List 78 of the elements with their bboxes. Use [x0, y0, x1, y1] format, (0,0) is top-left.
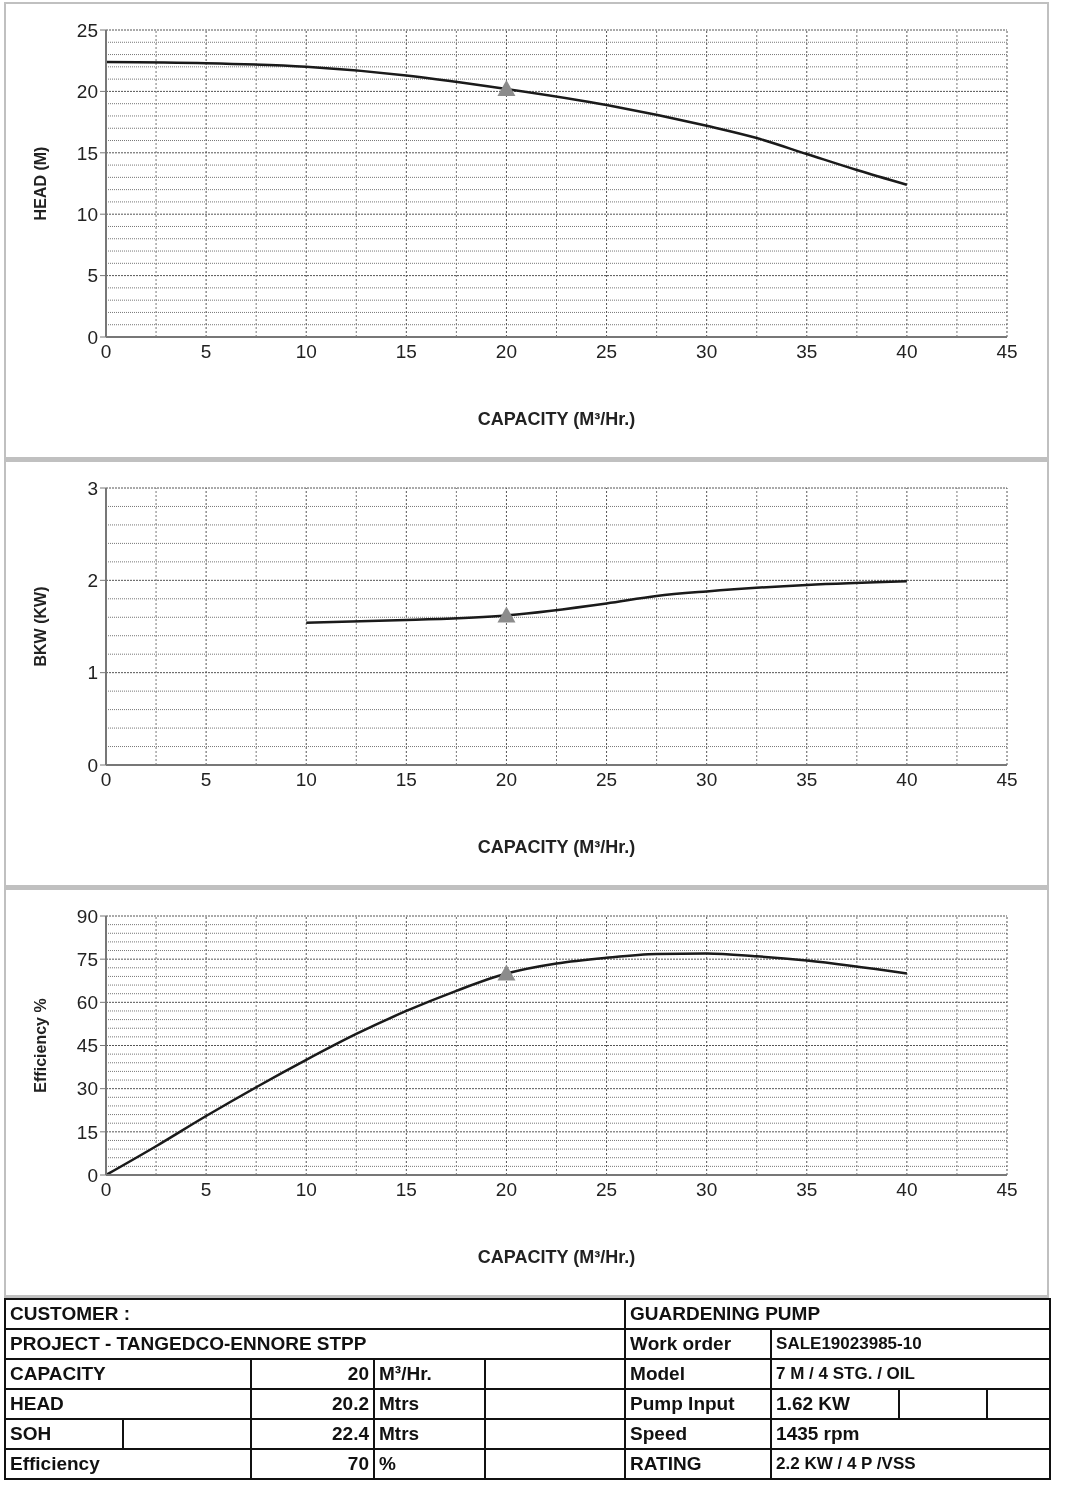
x-tick-label: 15	[395, 341, 417, 363]
x-tick-label: 45	[996, 769, 1018, 791]
text: 2.2 KW / 4 P /VSS	[771, 1449, 1051, 1479]
line-series	[106, 60, 909, 186]
x-tick-label: 25	[595, 1179, 618, 1201]
y-axis-title: BKW (KW)	[31, 586, 49, 667]
y-tick-label: 90	[76, 905, 98, 927]
y-tick-label: 60	[76, 992, 98, 1014]
x-tick-label: 20	[495, 769, 518, 791]
text: SOH	[5, 1419, 123, 1449]
y-tick-label: 45	[76, 1035, 98, 1057]
text: Speed	[625, 1419, 772, 1449]
x-axis-title: CAPACITY (M³/Hr.)	[477, 1247, 636, 1267]
x-tick-label: 15	[395, 1179, 417, 1201]
y-axis-title: Efficiency %	[31, 998, 49, 1093]
y-tick-label: 10	[76, 203, 98, 225]
y-axis-title: HEAD (M)	[31, 146, 49, 221]
text: RATING	[625, 1449, 772, 1479]
x-tick-label: 45	[996, 1179, 1018, 1201]
x-tick-label: 5	[200, 341, 212, 363]
text: CUSTOMER :	[5, 1299, 626, 1329]
text: 1435 rpm	[771, 1419, 1051, 1449]
x-axis-title: CAPACITY (M³/Hr.)	[477, 409, 636, 429]
text: Efficiency	[5, 1449, 251, 1479]
x-tick-label: 25	[595, 341, 618, 363]
x-tick-label: 40	[896, 1179, 918, 1201]
y-tick-label: 0	[87, 326, 98, 348]
text: Pump Input	[625, 1389, 772, 1419]
x-tick-label: 45	[996, 341, 1018, 363]
x-tick-label: 5	[200, 1179, 212, 1201]
x-tick-label: 40	[896, 769, 918, 791]
text: 7 M / 4 STG. / OIL	[771, 1359, 1051, 1389]
y-tick-label: 30	[76, 1078, 98, 1100]
x-tick-label: 25	[595, 769, 618, 791]
x-tick-label: 35	[796, 341, 818, 363]
x-tick-label: 20	[495, 1179, 518, 1201]
text: 1.62 KW	[771, 1389, 900, 1419]
x-tick-label: 35	[796, 769, 818, 791]
text: Work order	[625, 1329, 772, 1359]
text: GUARDENING PUMP	[625, 1299, 1051, 1329]
text: 20.2	[251, 1389, 374, 1419]
text: CAPACITY	[5, 1359, 251, 1389]
x-tick-label: 20	[495, 341, 518, 363]
y-tick-label: 25	[76, 19, 98, 41]
text: Mtrs	[374, 1419, 485, 1449]
line-series	[304, 580, 909, 625]
y-tick-label: 20	[76, 81, 98, 103]
line-series	[106, 952, 909, 1175]
y-tick-label: 2	[87, 570, 98, 592]
y-tick-label: 3	[87, 477, 98, 499]
x-tick-label: 35	[796, 1179, 818, 1201]
y-tick-label: 75	[76, 948, 98, 970]
text: Mtrs	[374, 1389, 485, 1419]
y-tick-label: 15	[76, 1121, 98, 1143]
x-tick-label: 30	[696, 1179, 718, 1201]
text: Model	[625, 1359, 772, 1389]
y-tick-label: 15	[76, 142, 98, 164]
x-tick-label: 40	[896, 341, 918, 363]
x-tick-label: 30	[696, 341, 718, 363]
x-tick-label: 10	[295, 341, 317, 363]
text: 20	[251, 1359, 374, 1389]
y-tick-label: 1	[87, 662, 98, 684]
text: PROJECT - TANGEDCO-ENNORE STPP	[5, 1329, 626, 1359]
text: 70	[251, 1449, 374, 1479]
x-tick-label: 15	[395, 769, 417, 791]
text: SALE19023985-10	[771, 1329, 1051, 1359]
y-tick-label: 0	[87, 1164, 98, 1186]
x-axis-title: CAPACITY (M³/Hr.)	[477, 837, 636, 857]
x-tick-label: 30	[696, 769, 718, 791]
x-tick-label: 5	[200, 769, 212, 791]
y-tick-label: 0	[87, 754, 98, 776]
text: HEAD	[5, 1389, 251, 1419]
text: %	[374, 1449, 485, 1479]
x-tick-label: 10	[295, 769, 317, 791]
text: 22.4	[251, 1419, 374, 1449]
text: M³/Hr.	[374, 1359, 485, 1389]
y-tick-label: 5	[87, 265, 98, 287]
x-tick-label: 10	[295, 1179, 317, 1201]
